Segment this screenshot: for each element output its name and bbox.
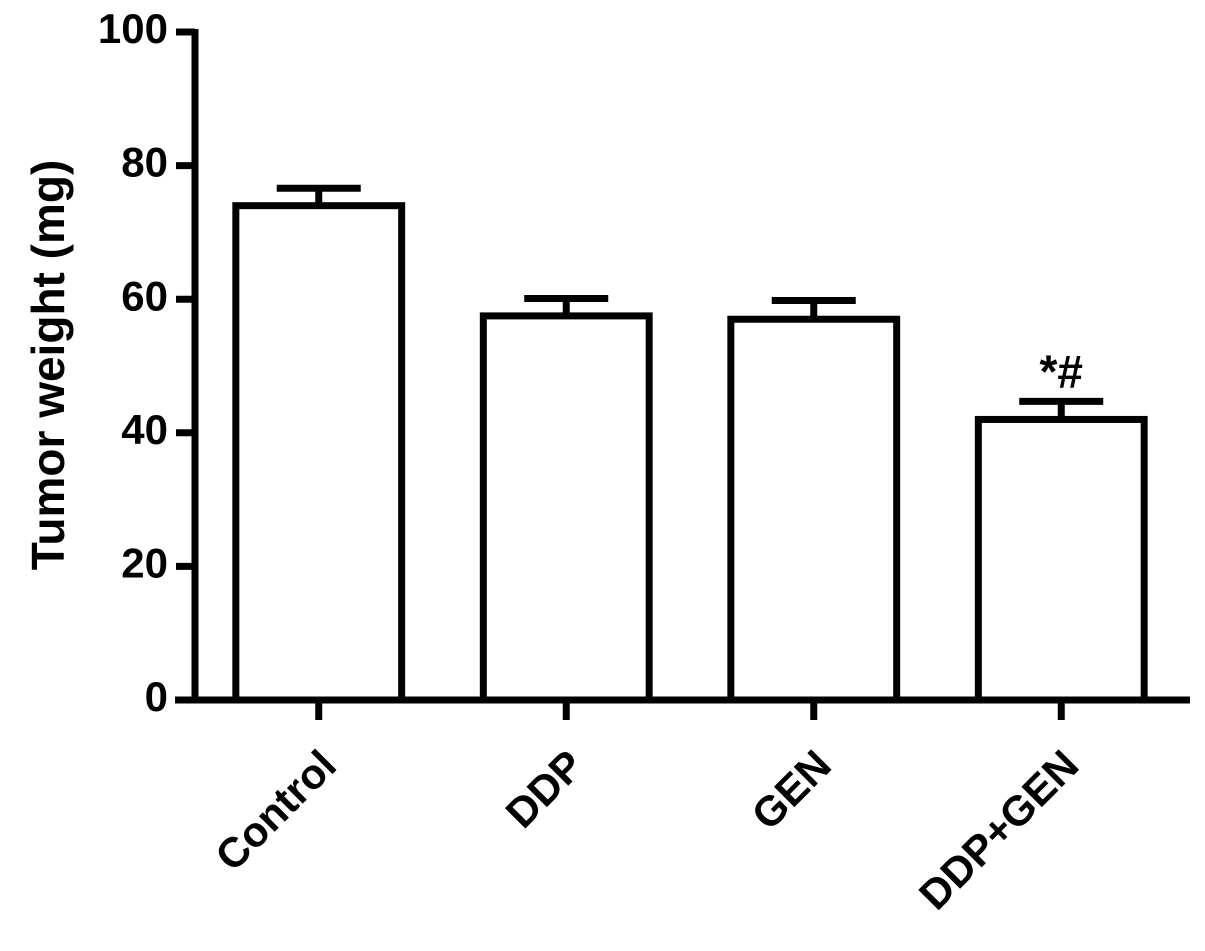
y-tick-label: 20	[121, 539, 168, 586]
bar	[974, 415, 1148, 704]
y-tick-label: 80	[121, 139, 168, 186]
bar	[232, 202, 406, 704]
x-tick-label: DDP	[497, 741, 593, 837]
y-tick-label: 40	[121, 406, 168, 453]
y-axis-label: Tumor weight (mg)	[22, 160, 74, 571]
x-tick-label: Control	[206, 741, 345, 880]
bar	[479, 312, 653, 704]
annotation: *#	[1040, 345, 1083, 397]
x-tick-label: DDP+GEN	[910, 741, 1088, 919]
y-tick-label: 60	[121, 272, 168, 319]
bar	[727, 315, 901, 704]
x-tick-label: GEN	[742, 741, 840, 839]
y-tick-label: 0	[145, 673, 168, 720]
y-tick-label: 100	[98, 5, 168, 52]
